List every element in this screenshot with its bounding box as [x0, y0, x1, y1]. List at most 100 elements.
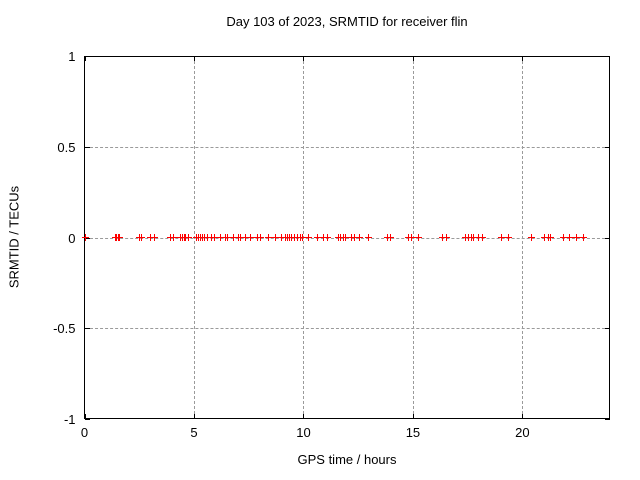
chart-title: Day 103 of 2023, SRMTID for receiver fli… [226, 14, 468, 29]
plus-marker-vbar [531, 234, 533, 241]
data-point-marker [470, 234, 478, 241]
y-tick-label: 0 [68, 230, 76, 246]
y-axis-label: SRMTID / TECUs [6, 185, 22, 289]
data-point-marker [497, 234, 505, 241]
data-point-marker [211, 234, 219, 241]
plus-marker-vbar [280, 234, 282, 241]
y-tick-mark [84, 56, 90, 57]
data-point-marker [323, 234, 331, 241]
data-point-marker [351, 234, 359, 241]
plus-marker-vbar [417, 234, 419, 241]
x-tick-mark-top [193, 56, 195, 61]
x-tick-mark [412, 414, 414, 419]
plus-marker-vbar [173, 234, 175, 241]
x-tick-mark [84, 414, 86, 419]
y-tick-label: 1 [68, 49, 76, 64]
y-tick-mark-right [605, 146, 610, 148]
plus-marker-vbar [446, 234, 448, 241]
plus-marker-vbar [358, 234, 360, 241]
plus-marker-vbar [344, 234, 346, 241]
data-point-marker [478, 234, 486, 241]
data-point-marker [439, 234, 447, 241]
data-point-marker [299, 234, 307, 241]
y-tick-mark-right [605, 56, 610, 57]
data-point-marker [116, 234, 124, 241]
y-tick-mark-right [605, 237, 610, 239]
data-point-marker [272, 234, 280, 241]
x-axis-label: GPS time / hours [297, 452, 397, 467]
data-point-marker [566, 234, 574, 241]
plus-marker-vbar [119, 234, 121, 241]
plus-marker-vbar [562, 234, 564, 241]
data-point-marker [82, 234, 90, 241]
plus-marker-vbar [214, 234, 216, 241]
plus-marker-vbar [207, 234, 209, 241]
data-point-marker [407, 234, 415, 241]
data-point-marker [572, 234, 580, 241]
y-tick-label: 0.5 [57, 139, 76, 155]
plus-marker-vbar [245, 234, 247, 241]
y-tick-mark [84, 328, 90, 330]
data-point-marker [242, 234, 250, 241]
data-point-marker [387, 234, 395, 241]
plus-marker-vbar [256, 234, 258, 241]
data-point-marker [505, 234, 513, 241]
data-point-marker [559, 234, 567, 241]
data-point-marker [364, 234, 372, 241]
plus-marker-vbar [326, 234, 328, 241]
plus-marker-vbar [354, 234, 356, 241]
plus-marker-vbar [508, 234, 510, 241]
gridline-horizontal [84, 328, 610, 330]
data-point-marker [314, 234, 322, 241]
data-point-marker [304, 234, 312, 241]
x-tick-label: 20 [515, 425, 530, 440]
plus-marker-vbar [410, 234, 412, 241]
plus-marker-vbar [583, 234, 585, 241]
plus-marker-vbar [575, 234, 577, 241]
plus-marker-vbar [260, 234, 262, 241]
data-point-marker [265, 234, 273, 241]
plus-marker-vbar [233, 234, 235, 241]
plus-marker-vbar [317, 234, 319, 241]
data-point-marker [257, 234, 265, 241]
plus-marker-vbar [240, 234, 242, 241]
plus-marker-vbar [268, 234, 270, 241]
data-point-marker [580, 234, 588, 241]
data-point-marker [414, 234, 422, 241]
y-tick-mark [84, 146, 90, 148]
x-tick-mark-top [84, 56, 86, 61]
data-point-marker [170, 234, 178, 241]
plus-marker-vbar [500, 234, 502, 241]
plus-marker-vbar [550, 234, 552, 241]
y-tick-mark [84, 419, 90, 420]
data-point-marker [230, 234, 238, 241]
plus-marker-vbar [188, 234, 190, 241]
data-point-marker [528, 234, 536, 241]
data-point-marker [204, 234, 212, 241]
gridline-horizontal [84, 237, 610, 239]
x-tick-mark [303, 414, 305, 419]
data-point-marker [277, 234, 285, 241]
data-point-marker [253, 234, 261, 241]
plus-marker-vbar [250, 234, 252, 241]
plus-marker-vbar [85, 234, 87, 241]
plus-marker-vbar [140, 234, 142, 241]
plus-marker-vbar [154, 234, 156, 241]
x-tick-label: 0 [80, 425, 89, 440]
x-tick-mark [193, 414, 195, 419]
plus-marker-vbar [481, 234, 483, 241]
plus-marker-vbar [307, 234, 309, 241]
y-tick-mark [84, 237, 90, 239]
x-tick-mark-top [303, 56, 305, 61]
data-point-marker [146, 234, 154, 241]
x-tick-mark-top [412, 56, 414, 61]
plus-marker-vbar [367, 234, 369, 241]
plus-marker-vbar [275, 234, 277, 241]
plus-marker-vbar [322, 234, 324, 241]
data-point-marker [547, 234, 555, 241]
data-point-marker [137, 234, 145, 241]
data-point-marker [237, 234, 245, 241]
y-tick-label: -0.5 [53, 321, 76, 337]
plus-marker-vbar [442, 234, 444, 241]
